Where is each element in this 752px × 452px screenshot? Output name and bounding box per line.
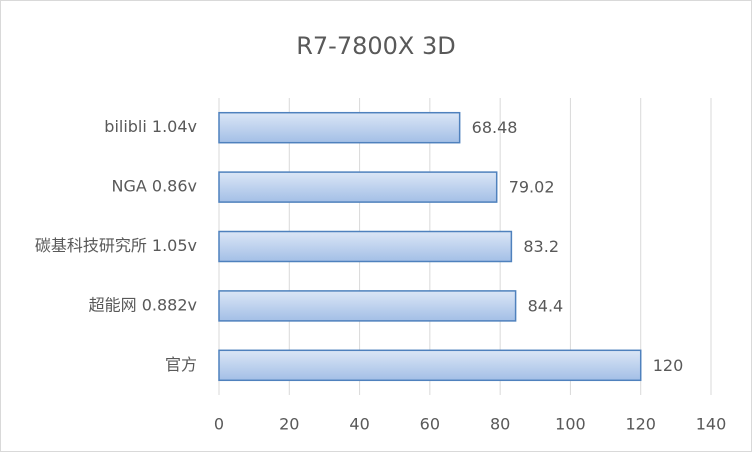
x-tick-label: 20: [279, 415, 299, 434]
x-tick-label: 80: [490, 415, 510, 434]
y-tick-label: 官方: [165, 355, 197, 374]
y-tick-label: 超能网 0.882v: [89, 295, 197, 314]
y-tick-label: 碳基科技研究所 1.05v: [35, 236, 197, 255]
bar: [218, 349, 642, 382]
x-tick-label: 60: [420, 415, 440, 434]
bar: [218, 290, 517, 322]
x-tick-label: 140: [696, 415, 727, 434]
value-label: 68.48: [472, 118, 518, 137]
chart-title: R7-7800X 3D: [296, 32, 456, 60]
x-tick-label: 0: [214, 415, 224, 434]
value-label: 79.02: [509, 178, 555, 197]
x-tick-label: 120: [625, 415, 656, 434]
value-label: 120: [653, 356, 684, 375]
y-tick-label: bilibli 1.04v: [104, 117, 197, 136]
value-label: 83.2: [523, 237, 559, 256]
y-tick-label: NGA 0.86v: [112, 177, 198, 196]
value-label: 84.4: [528, 296, 564, 315]
bar: [218, 171, 498, 203]
x-tick-label: 40: [349, 415, 369, 434]
bar: [218, 111, 461, 144]
bar: [218, 230, 513, 263]
x-tick-label: 100: [555, 415, 586, 434]
